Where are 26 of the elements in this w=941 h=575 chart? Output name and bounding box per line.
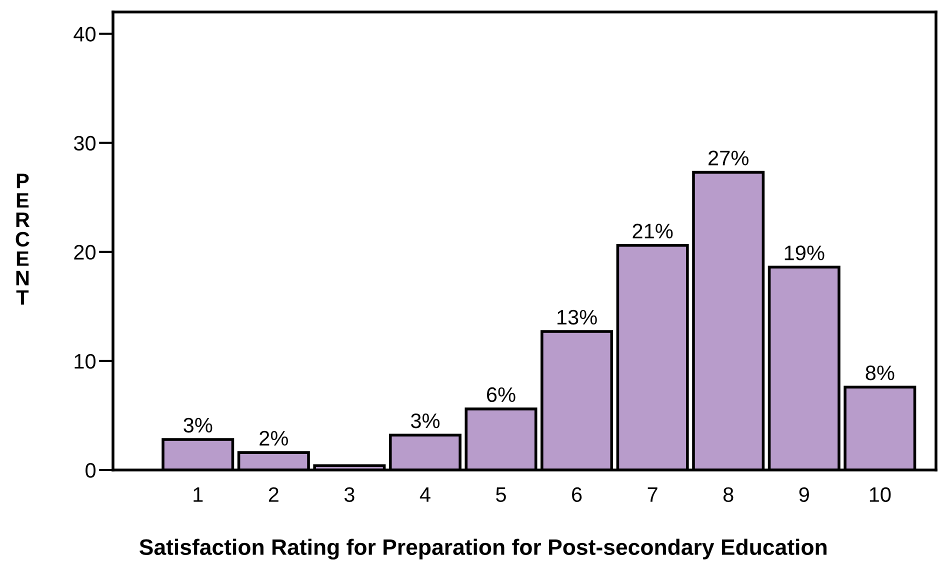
data-label: 27% (708, 150, 748, 166)
data-label: 6% (487, 387, 516, 402)
x-tick-label: 3 (344, 487, 354, 502)
y-tick-label: 30 (74, 136, 96, 151)
data-label: 21% (632, 224, 673, 238)
x-tick-label: 2 (268, 487, 278, 502)
x-tick-label: 9 (799, 487, 809, 502)
data-label: 3% (184, 418, 212, 433)
y-tick-label: 40 (74, 26, 96, 42)
data-label: 2% (260, 430, 288, 446)
data-label: 3% (410, 413, 440, 428)
y-axis-title: PERCENT (16, 174, 30, 305)
y-tick-label: 20 (74, 244, 96, 260)
data-label: 13% (558, 310, 597, 325)
y-tick-label: 0 (86, 463, 96, 478)
y-tick-label: 10 (74, 354, 96, 369)
data-label: 8% (866, 365, 894, 380)
x-tick-label: 5 (496, 487, 506, 502)
x-tick-label: 8 (723, 487, 734, 502)
x-tick-label: 4 (420, 487, 430, 502)
x-tick-label: 1 (194, 487, 203, 502)
x-tick-label: 10 (870, 487, 891, 502)
x-tick-label: 6 (572, 487, 582, 502)
data-label: 19% (784, 246, 824, 260)
x-tick-label: 7 (648, 487, 658, 502)
x-axis-title: Satisfaction Rating for Preparation for Post-secondary Education (140, 538, 826, 560)
